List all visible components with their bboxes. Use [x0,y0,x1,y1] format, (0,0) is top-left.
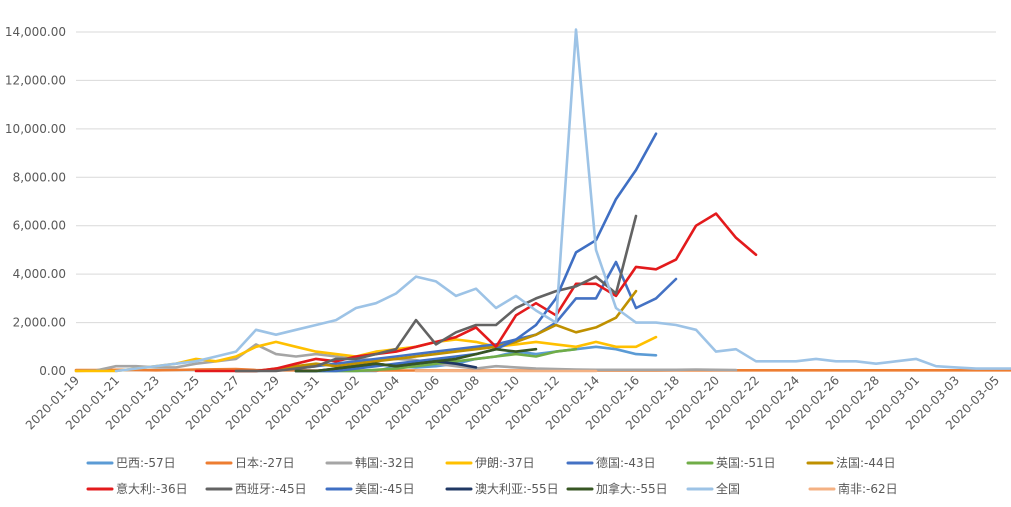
series-line-9 [294,132,658,373]
series-line-11 [294,347,538,373]
series-line-2 [74,343,738,373]
y-tick-label-2: 4,000.00 [13,267,66,281]
legend-label-0: 巴西:-57日 [116,456,176,470]
legend-label-1: 日本:-27日 [235,456,295,470]
legend-label-3: 伊朗:-37日 [475,456,535,470]
legend-label-12: 全国 [716,481,740,496]
legend-label-8: 西班牙:-45日 [235,482,307,496]
y-tick-label-0: 0.00 [39,364,66,378]
series-line-7 [194,212,758,373]
legend-label-2: 韩国:-32日 [355,455,415,470]
series-line-8 [234,214,638,373]
legend-label-5: 英国:-51日 [716,456,776,470]
series-line-12 [114,28,1011,373]
legend-label-11: 加拿大:-55日 [596,481,668,496]
y-tick-label-6: 12,000.00 [5,73,66,87]
legend-label-6: 法国:-44日 [836,456,896,470]
y-tick-label-1: 2,000.00 [13,316,66,330]
legend-label-10: 澳大利亚:-55日 [475,482,559,496]
legend-label-13: 南非:-62日 [838,481,898,496]
series-line-6 [234,289,638,373]
legend-label-9: 美国:-45日 [355,482,415,496]
y-tick-label-4: 8,000.00 [13,170,66,184]
y-tick-label-5: 10,000.00 [5,122,66,136]
y-tick-label-7: 14,000.00 [5,25,66,39]
y-tick-label-3: 6,000.00 [13,219,66,233]
legend-label-7: 意大利:-36日 [116,481,188,496]
legend-label-4: 德国:-43日 [596,455,656,470]
